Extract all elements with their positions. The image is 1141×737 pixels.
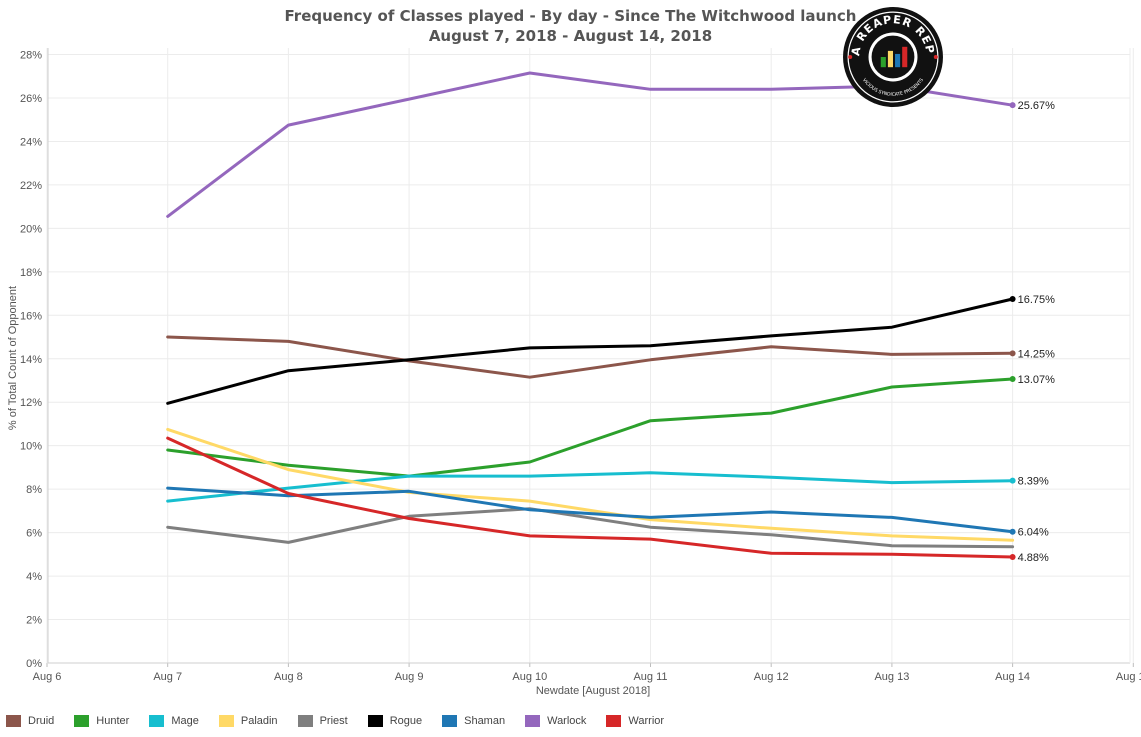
series-line-mage — [166, 471, 1015, 503]
y-tick-label: 8% — [26, 484, 42, 496]
legend-swatch — [297, 715, 313, 727]
legend-label: Rogue — [389, 715, 423, 727]
y-tick-label: 20% — [20, 223, 42, 235]
legend-label: Druid — [28, 715, 55, 727]
y-tick-label: 22% — [20, 180, 42, 192]
end-label-shaman: 6.04% — [1018, 527, 1049, 539]
end-point-hunter — [1009, 375, 1016, 382]
y-tick-label: 16% — [20, 310, 42, 322]
end-point-warrior — [1009, 553, 1016, 560]
end-labels: 14.25% 13.07% 8.39% 16.75% 6.04% 25.67% 4.88% — [1009, 100, 1056, 564]
chart-subtitle: August 7, 2018 - August 14, 2018 — [428, 27, 713, 45]
legend-swatch — [606, 715, 622, 727]
legend-label: Mage — [171, 715, 199, 727]
end-point-mage — [1009, 477, 1016, 484]
legend-item-priest: Priest — [297, 715, 348, 727]
legend-item-hunter: Hunter — [74, 715, 129, 727]
y-tick-label: 6% — [26, 528, 42, 540]
end-label-warlock: 25.67% — [1018, 100, 1056, 112]
legend-item-warrior: Warrior — [606, 715, 664, 727]
end-point-shaman — [1009, 528, 1016, 535]
x-tick-label: Aug 12 — [754, 671, 789, 683]
series-line-shaman — [166, 486, 1015, 534]
end-label-druid: 14.25% — [1018, 348, 1056, 360]
legend-item-rogue: Rogue — [367, 715, 423, 727]
data-reaper-logo: DATA REAPER REPORT VICIOUS SYNDICATE PRE… — [842, 6, 943, 107]
legend-item-mage: Mage — [149, 715, 199, 727]
x-tick-label: Aug 6 — [33, 671, 62, 683]
y-tick-label: 28% — [20, 50, 42, 62]
legend-swatch — [525, 715, 541, 727]
legend-swatch — [367, 715, 383, 727]
grid — [46, 48, 1134, 664]
y-tick-label: 4% — [26, 571, 42, 583]
legend-label: Priest — [319, 715, 348, 727]
series-line-druid — [166, 335, 1015, 379]
legend-label: Warrior — [628, 715, 665, 727]
chart-title: Frequency of Classes played - By day - S… — [284, 7, 857, 25]
end-label-warrior: 4.88% — [1018, 552, 1049, 564]
y-tick-label: 18% — [20, 267, 42, 279]
legend-label: Warlock — [547, 715, 587, 727]
chart-title-block: Frequency of Classes played - By day - S… — [0, 6, 1141, 46]
y-axis-title: % of Total Count of Opponent — [7, 286, 19, 430]
x-axis-title: Newdate [August 2018] — [536, 685, 650, 697]
y-tick-label: 24% — [20, 136, 42, 148]
legend-label: Shaman — [464, 715, 506, 727]
x-tick-label: Aug 8 — [274, 671, 303, 683]
legend-item-shaman: Shaman — [442, 715, 505, 727]
y-tick-label: 26% — [20, 93, 42, 105]
legend-item-paladin: Paladin — [218, 715, 278, 727]
legend-label: Paladin — [240, 715, 278, 727]
end-label-mage: 8.39% — [1018, 476, 1049, 488]
end-label-rogue: 16.75% — [1018, 294, 1056, 306]
legend: Druid Hunter Mage Paladin Priest Rogue Shaman W… — [6, 712, 684, 730]
series-line-priest — [166, 507, 1015, 549]
axes: 0% 2% 4% 6% 8% 10% 12% 14% 16% 18% 20% 22% 24% 26% 28%… — [20, 48, 1141, 683]
end-label-hunter: 13.07% — [1018, 374, 1056, 386]
y-tick-label: 10% — [20, 441, 42, 453]
legend-item-druid: Druid — [6, 715, 54, 727]
legend-swatch — [218, 715, 234, 727]
legend-swatch — [6, 715, 21, 727]
x-tick-label: Aug 10 — [512, 671, 547, 683]
y-tick-label: 0% — [26, 658, 42, 670]
y-tick-label: 14% — [20, 354, 42, 366]
x-tick-label: Aug 15 — [1116, 671, 1141, 683]
series-line-rogue — [166, 297, 1015, 405]
legend-item-warlock: Warlock — [525, 715, 586, 727]
series-line-hunter — [166, 377, 1015, 478]
legend-swatch — [149, 715, 165, 727]
legend-swatch — [74, 715, 90, 727]
x-tick-label: Aug 13 — [874, 671, 909, 683]
y-tick-label: 2% — [26, 615, 42, 627]
series-line-warrior — [166, 436, 1015, 559]
x-tick-label: Aug 14 — [995, 671, 1030, 683]
legend-swatch — [442, 715, 458, 727]
end-point-rogue — [1009, 295, 1016, 302]
legend-label: Hunter — [96, 715, 130, 727]
end-point-warlock — [1009, 102, 1016, 109]
end-point-druid — [1009, 350, 1016, 357]
x-tick-label: Aug 7 — [153, 671, 182, 683]
y-tick-label: 12% — [20, 397, 42, 409]
series-line-paladin — [166, 427, 1015, 542]
x-tick-label: Aug 11 — [633, 671, 667, 683]
x-tick-label: Aug 9 — [395, 671, 424, 683]
